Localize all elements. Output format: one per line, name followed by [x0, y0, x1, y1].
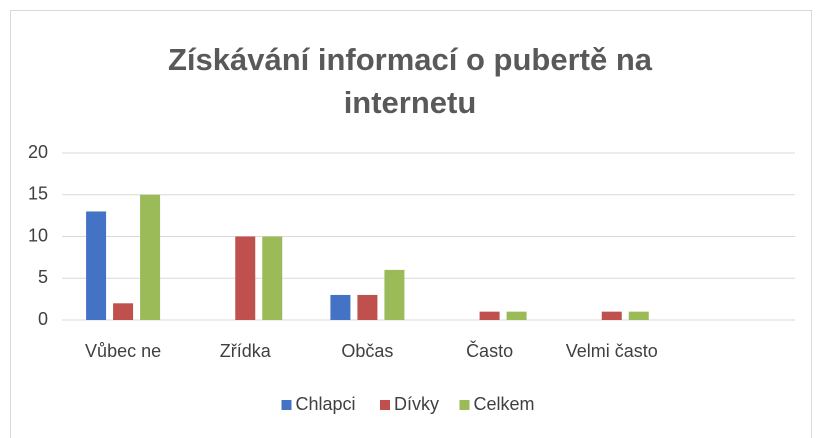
legend-swatch — [281, 400, 292, 410]
x-tick-label: Velmi často — [566, 341, 658, 361]
bar — [330, 294, 351, 320]
legend-label: Chlapci — [296, 394, 356, 414]
bar — [601, 311, 622, 320]
x-tick-label: Často — [466, 340, 513, 361]
bar — [235, 236, 256, 320]
bar — [86, 211, 107, 320]
bar — [479, 311, 500, 320]
bar — [113, 303, 134, 320]
bar — [506, 311, 527, 320]
bar — [384, 269, 405, 320]
legend-swatch — [380, 400, 390, 410]
bar — [262, 236, 283, 320]
y-tick-label: 15 — [28, 184, 48, 204]
bar — [140, 194, 161, 320]
y-tick-label: 20 — [28, 142, 48, 162]
chart-border — [10, 10, 812, 438]
legend-label: Celkem — [474, 394, 535, 414]
y-tick-label: 5 — [38, 267, 48, 287]
bar — [628, 311, 649, 320]
x-tick-label: Občas — [341, 341, 393, 361]
x-tick-label: Vůbec ne — [85, 341, 161, 361]
legend-swatch — [459, 400, 470, 410]
y-tick-label: 0 — [38, 309, 48, 329]
y-tick-label: 10 — [28, 225, 48, 245]
bar — [357, 294, 378, 320]
legend-label: Dívky — [394, 394, 439, 414]
x-tick-label: Zřídka — [220, 341, 272, 361]
chart-title: Získávání informací o pubertě na interne… — [167, 42, 653, 120]
